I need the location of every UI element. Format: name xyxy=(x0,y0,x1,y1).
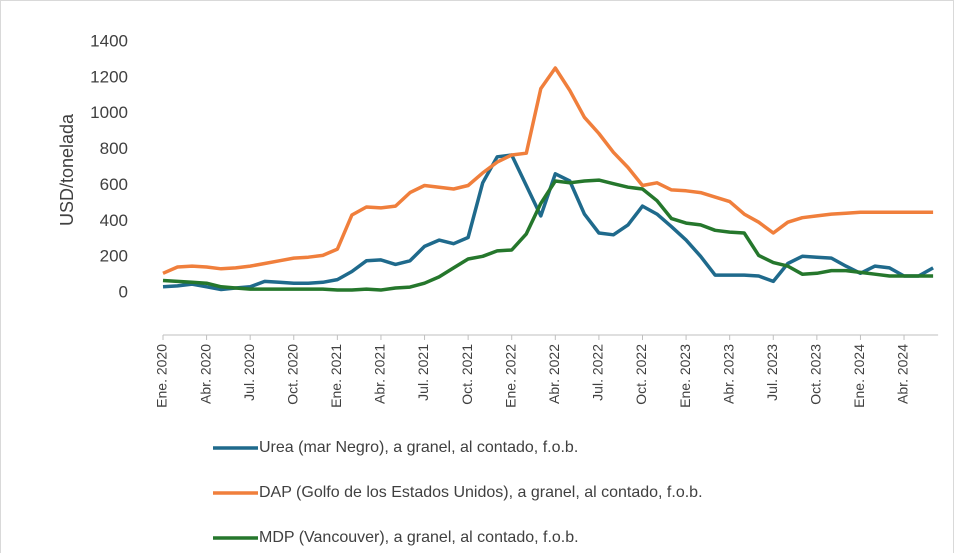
legend-label: MDP (Vancouver), a granel, al contado, f… xyxy=(259,529,579,546)
x-tick-label: Ene. 2020 xyxy=(154,344,170,408)
y-tick-label: 200 xyxy=(100,247,128,266)
series-line xyxy=(162,66,934,275)
x-tick-label: Oct. 2021 xyxy=(459,344,475,405)
y-tick-label: 0 xyxy=(119,283,128,302)
x-tick-label: Abr. 2021 xyxy=(372,344,388,404)
legend-label: Urea (mar Negro), a granel, al contado, … xyxy=(259,439,578,456)
x-tick-label: Oct. 2022 xyxy=(633,344,649,405)
x-tick-label: Jul. 2021 xyxy=(415,344,431,401)
y-tick-label: 1200 xyxy=(90,67,128,86)
y-tick-label: 800 xyxy=(100,139,128,158)
x-tick-label: Ene. 2024 xyxy=(851,344,867,408)
x-tick-label: Ene. 2021 xyxy=(328,344,344,408)
y-tick-label: 600 xyxy=(100,175,128,194)
x-tick-label: Ene. 2023 xyxy=(677,344,693,408)
x-tick-label: Abr. 2022 xyxy=(546,344,562,404)
y-tick-label: 400 xyxy=(100,211,128,230)
y-tick-label: 1400 xyxy=(90,31,128,50)
x-tick-label: Jul. 2020 xyxy=(241,344,257,401)
x-tick-label: Jul. 2022 xyxy=(590,344,606,401)
x-tick-label: Oct. 2023 xyxy=(808,344,824,405)
y-tick-label: 1000 xyxy=(90,103,128,122)
x-tick-label: Jul. 2023 xyxy=(764,344,780,401)
x-tick-label: Oct. 2020 xyxy=(284,344,300,405)
x-tick-label: Ene. 2022 xyxy=(502,344,518,408)
x-tick-label: Abr. 2023 xyxy=(720,344,736,404)
x-tick-label: Abr. 2020 xyxy=(197,344,213,404)
y-axis-title: USD/tonelada xyxy=(57,113,77,226)
series-line xyxy=(162,178,934,292)
legend-label: DAP (Golfo de los Estados Unidos), a gra… xyxy=(259,484,703,501)
x-tick-label: Abr. 2024 xyxy=(895,344,911,404)
